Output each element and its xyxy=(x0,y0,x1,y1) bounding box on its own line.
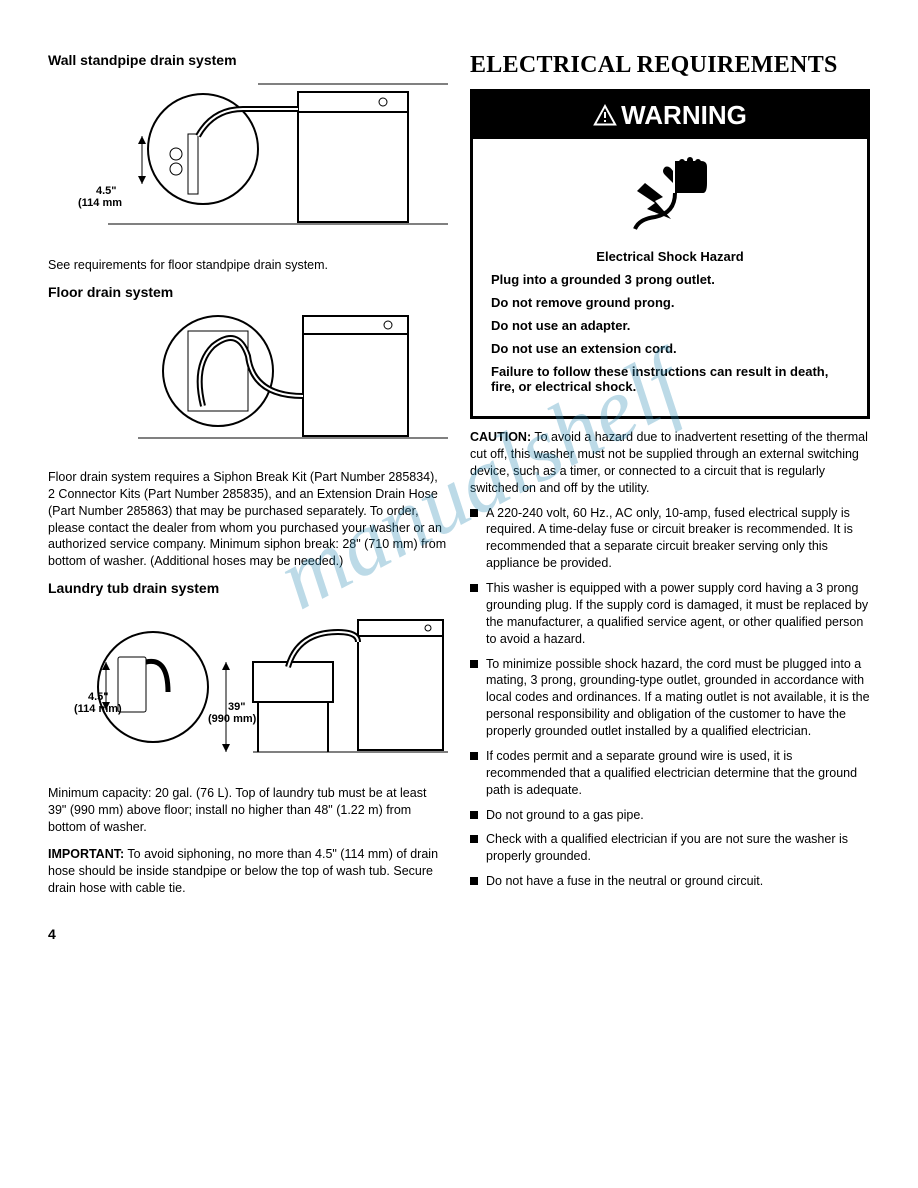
warning-line: Do not remove ground prong. xyxy=(491,295,849,310)
right-column: ELECTRICAL REQUIREMENTS WARNING xyxy=(470,48,870,906)
warning-line: Plug into a grounded 3 prong outlet. xyxy=(491,272,849,287)
electrical-heading: ELECTRICAL REQUIREMENTS xyxy=(470,52,870,79)
list-item: Do not have a fuse in the neutral or gro… xyxy=(470,873,870,890)
list-item: If codes permit and a separate ground wi… xyxy=(470,748,870,799)
warning-line: Do not use an adapter. xyxy=(491,318,849,333)
important-note: IMPORTANT: To avoid siphoning, no more t… xyxy=(48,846,448,897)
laundry-tub-title: Laundry tub drain system xyxy=(48,580,448,596)
important-label: IMPORTANT: xyxy=(48,847,124,861)
requirements-list: A 220-240 volt, 60 Hz., AC only, 10-amp,… xyxy=(470,505,870,891)
laundry-tub-body: Minimum capacity: 20 gal. (76 L). Top of… xyxy=(48,785,448,836)
fig3-dim1: 4.5" xyxy=(88,691,109,703)
fig1-dim: 4.5" xyxy=(96,185,117,197)
wall-standpipe-note: See requirements for floor standpipe dra… xyxy=(48,257,448,274)
warning-panel: WARNING Electrical Shock Hazard xyxy=(470,89,870,419)
page-number: 4 xyxy=(0,926,918,970)
warning-header: WARNING xyxy=(473,92,867,139)
list-item: This washer is equipped with a power sup… xyxy=(470,580,870,648)
warning-body: Electrical Shock Hazard Plug into a grou… xyxy=(473,241,867,416)
list-item: Check with a qualified electrician if yo… xyxy=(470,831,870,865)
floor-drain-figure xyxy=(48,306,448,461)
fig3-dim1-mm: (114 mm) xyxy=(74,703,122,715)
laundry-tub-figure: 4.5" (114 mm) 39" (990 mm) xyxy=(48,602,448,777)
list-item: To minimize possible shock hazard, the c… xyxy=(470,656,870,740)
floor-drain-title: Floor drain system xyxy=(48,284,448,300)
list-item: A 220-240 volt, 60 Hz., AC only, 10-amp,… xyxy=(470,505,870,573)
floor-drain-body: Floor drain system requires a Siphon Bre… xyxy=(48,469,448,570)
shock-icon xyxy=(473,139,867,241)
caution-paragraph: CAUTION: To avoid a hazard due to inadve… xyxy=(470,429,870,497)
wall-standpipe-figure: 4.5" (114 mm xyxy=(48,74,448,249)
wall-standpipe-title: Wall standpipe drain system xyxy=(48,52,448,68)
list-item: Do not ground to a gas pipe. xyxy=(470,807,870,824)
warning-line: Do not use an extension cord. xyxy=(491,341,849,356)
fig1-dim-mm: (114 mm xyxy=(78,197,122,209)
fig3-dim2: 39" xyxy=(228,701,245,713)
warning-header-text: WARNING xyxy=(621,100,747,130)
caution-label: CAUTION: xyxy=(470,430,531,444)
left-column: Wall standpipe drain system xyxy=(48,48,448,906)
fig3-dim2-mm: (990 mm) xyxy=(208,713,257,725)
warning-line: Failure to follow these instructions can… xyxy=(491,364,849,394)
warning-subhead: Electrical Shock Hazard xyxy=(491,249,849,264)
